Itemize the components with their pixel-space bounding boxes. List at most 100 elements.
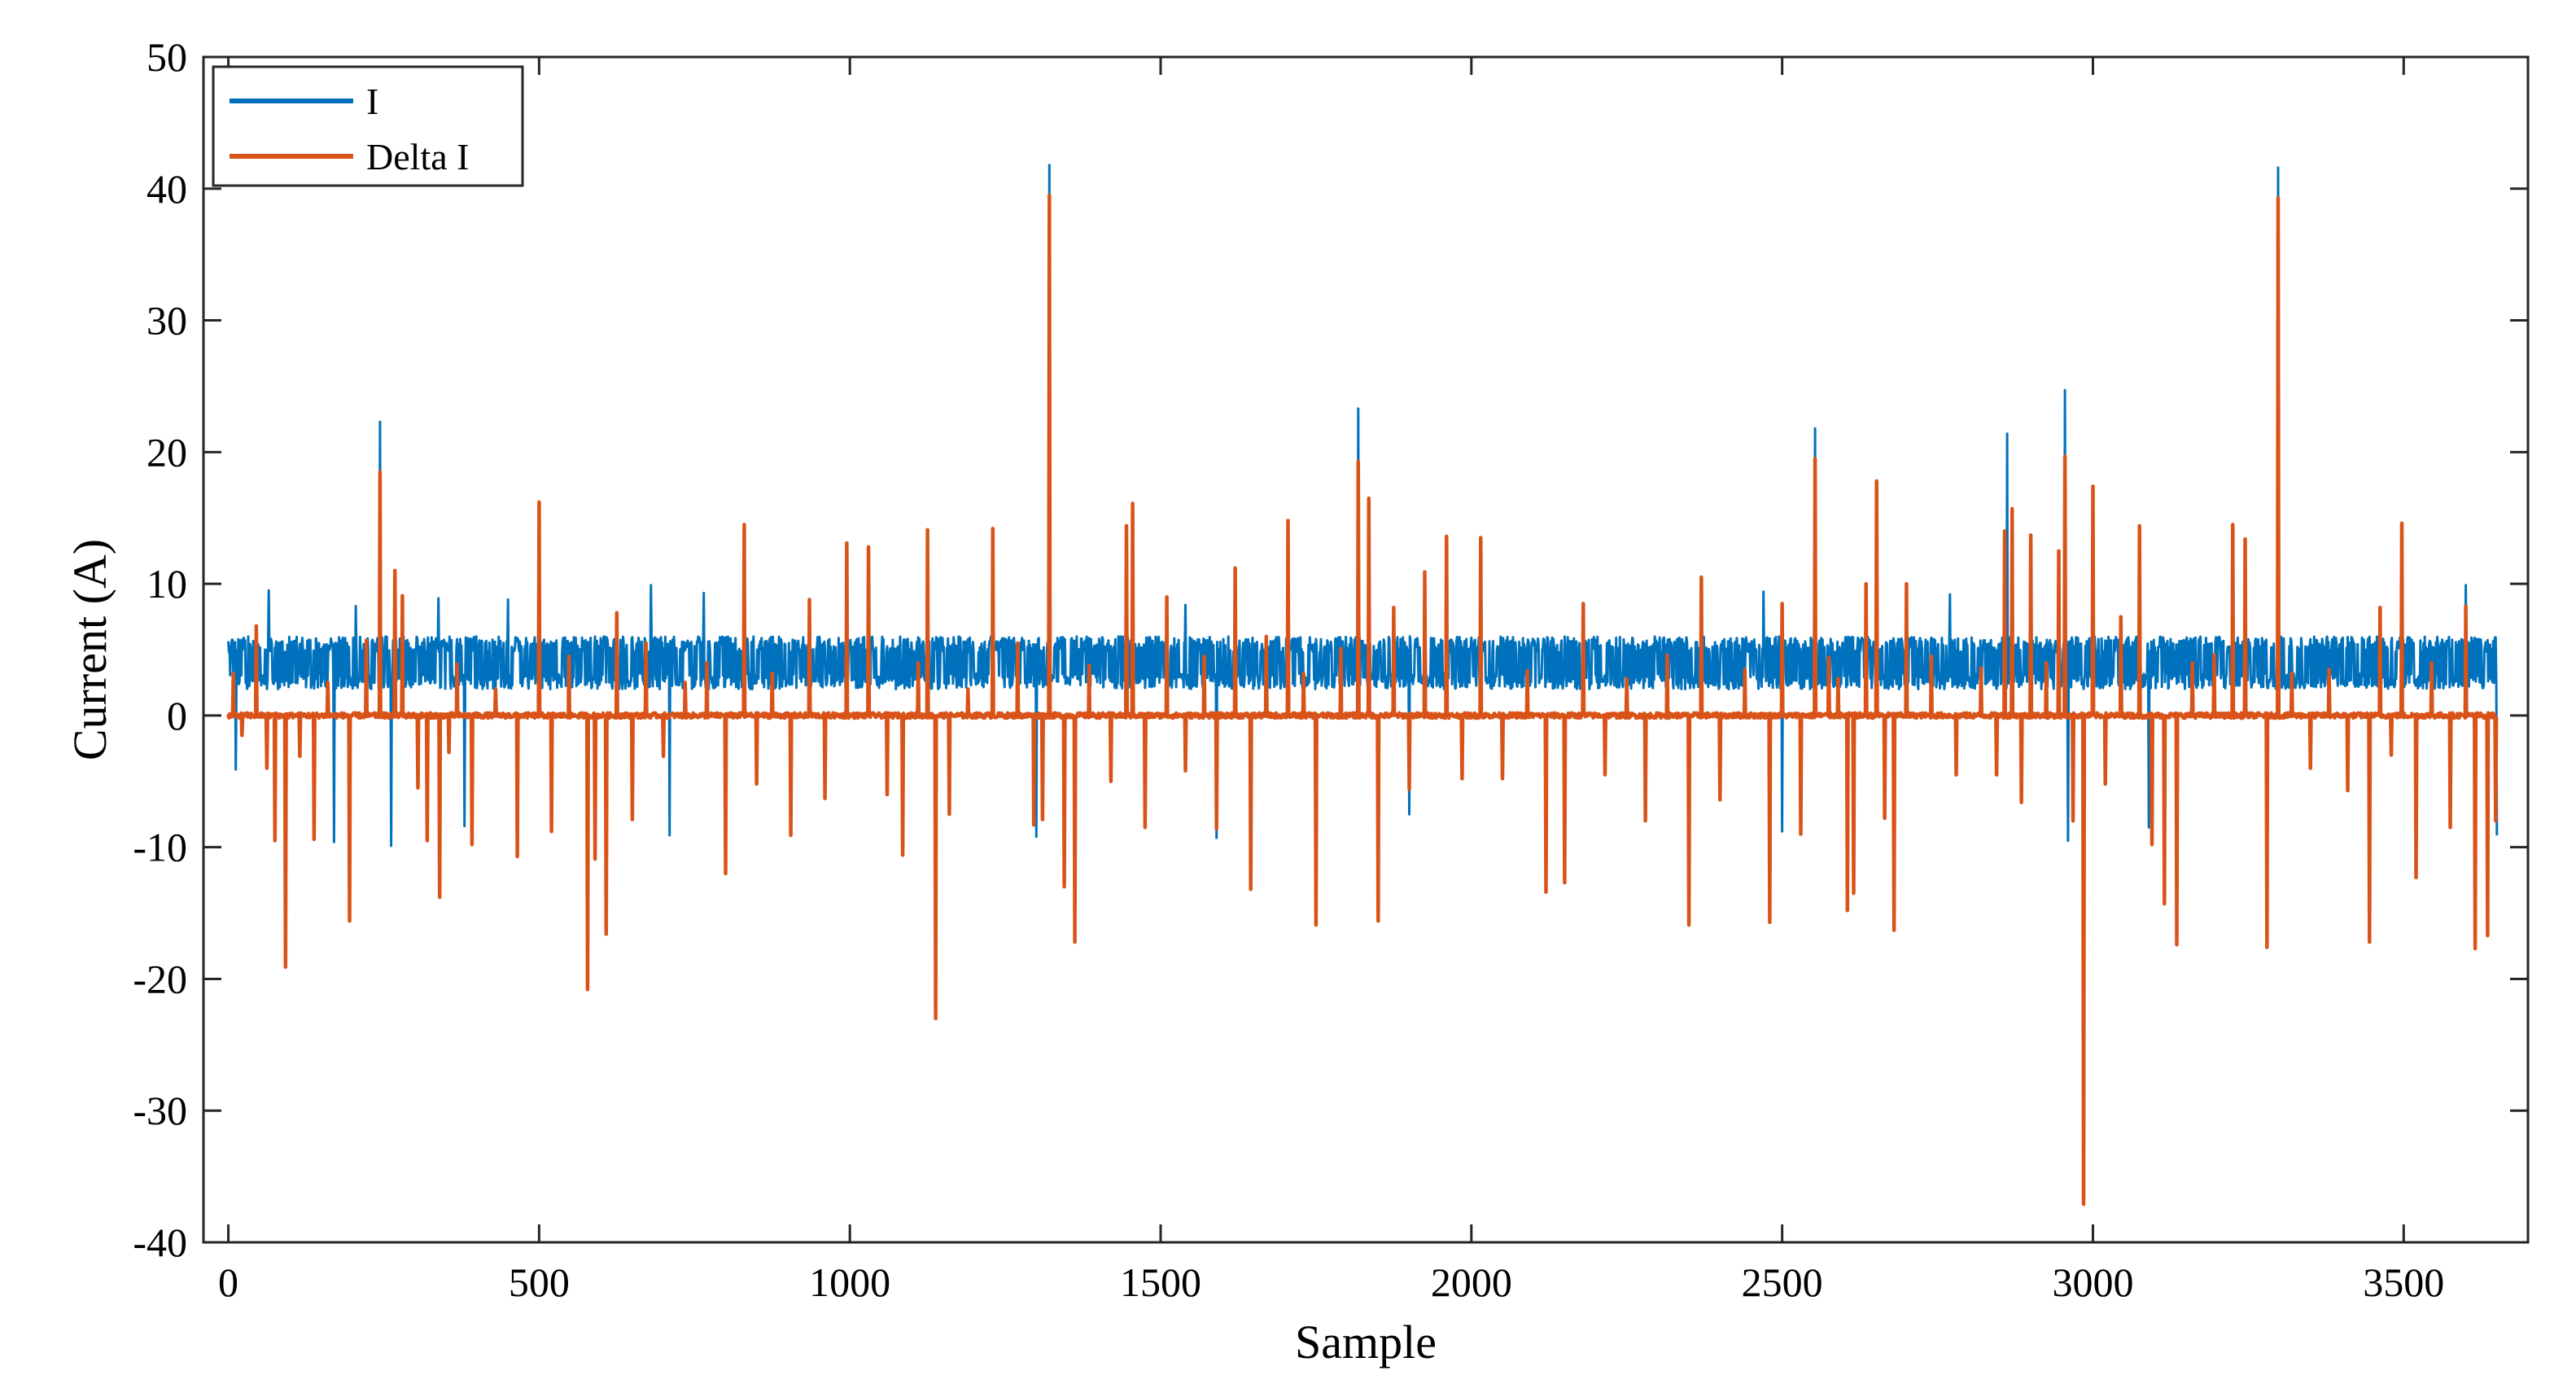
point-i-spike (1357, 407, 1360, 410)
point-delta-i-spike (1699, 576, 1703, 579)
point-delta-i-spike (966, 688, 969, 691)
point-delta-i-spike (378, 471, 382, 474)
plot-series-layer (226, 164, 2499, 1206)
point-delta-i-spike (2244, 537, 2247, 541)
point-delta-i-spike (593, 857, 597, 861)
point-delta-i-spike (2029, 533, 2032, 536)
point-i-spike (463, 825, 466, 828)
point-delta-i-spike (1743, 668, 1747, 671)
y-tick-label: 10 (147, 561, 187, 607)
point-delta-i-spike (550, 830, 553, 833)
point-delta-i-spike (1544, 891, 1547, 894)
legend: I Delta I (212, 65, 524, 187)
point-delta-i-spike (537, 501, 540, 504)
point-delta-i-spike (1144, 826, 1147, 829)
point-delta-i-spike (1875, 480, 1878, 483)
point-delta-i-spike (1718, 798, 1721, 801)
point-delta-i-spike (2464, 605, 2468, 608)
point-delta-i-spike (706, 661, 709, 664)
point-delta-i-spike (1016, 642, 1019, 645)
point-i-spike (378, 420, 382, 423)
point-delta-i-spike (1930, 655, 1933, 658)
point-delta-i-spike (1625, 677, 1629, 681)
point-delta-i-spike (1087, 663, 1091, 667)
point-i-spike (2063, 388, 2066, 392)
point-delta-i-spike (494, 688, 497, 691)
point-i-spike (234, 768, 238, 771)
point-delta-i-spike (365, 639, 368, 642)
point-delta-i-spike (1581, 602, 1585, 605)
point-delta-i-spike (1526, 669, 1529, 672)
point-delta-i-spike (2290, 672, 2294, 675)
point-i-spike (1047, 164, 1051, 167)
point-delta-i-spike (1979, 667, 1983, 670)
point-delta-i-spike (1892, 929, 1896, 932)
point-i-spike (506, 598, 510, 602)
point-delta-i-spike (586, 988, 589, 991)
x-tick-label: 500 (509, 1259, 570, 1305)
x-tick-label: 3000 (2052, 1259, 2133, 1305)
point-delta-i-spike (2191, 661, 2194, 664)
point-delta-i-spike (916, 661, 920, 664)
point-delta-i-spike (1800, 832, 1803, 835)
point-delta-i-spike (1995, 773, 1998, 777)
point-delta-i-spike (615, 611, 619, 615)
point-delta-i-spike (2368, 940, 2371, 944)
point-delta-i-spike (845, 541, 848, 545)
point-delta-i-spike (470, 843, 474, 846)
point-delta-i-spike (2212, 653, 2215, 656)
axes-box (202, 55, 2530, 1244)
point-delta-i-spike (1644, 819, 1647, 822)
point-delta-i-spike (991, 527, 995, 530)
point-delta-i-spike (1047, 194, 1051, 197)
point-delta-i-spike (1563, 881, 1566, 884)
point-delta-i-spike (1905, 582, 1908, 585)
point-delta-i-spike (2390, 753, 2393, 756)
point-delta-i-spike (2176, 943, 2179, 946)
point-i-spike (2495, 834, 2499, 837)
axis-ticks: 0 500 1000 1500 2000 2500 3000 3500-40-30-20-10… (133, 34, 2528, 1305)
point-delta-i-spike (755, 782, 759, 786)
point-i-spike (1215, 836, 1218, 839)
y-tick-label: -30 (133, 1088, 187, 1133)
point-delta-i-spike (1852, 891, 1855, 895)
point-delta-i-spike (1392, 606, 1395, 609)
point-delta-i-spike (2309, 767, 2312, 770)
y-tick-label: 0 (167, 693, 187, 738)
point-delta-i-spike (348, 919, 351, 922)
point-delta-i-spike (2265, 946, 2268, 949)
point-delta-i-spike (2138, 524, 2141, 528)
point-delta-i-spike (2415, 876, 2418, 879)
point-i-spike (702, 591, 706, 594)
point-delta-i-spike (393, 569, 396, 572)
y-tick-label: -40 (133, 1220, 187, 1265)
legend-box (212, 65, 524, 187)
point-delta-i-spike (416, 786, 419, 790)
point-delta-i-spike (808, 598, 811, 602)
point-i-spike (1948, 593, 1952, 596)
point-delta-i-spike (2163, 902, 2166, 905)
point-delta-i-spike (2082, 1202, 2085, 1206)
point-delta-i-spike (1479, 536, 1482, 539)
y-tick-label: 30 (147, 298, 187, 344)
point-delta-i-spike (2063, 454, 2066, 458)
x-tick-label: 2000 (1431, 1259, 1512, 1305)
x-tick-label: 3500 (2363, 1259, 2444, 1305)
point-delta-i-spike (1041, 818, 1044, 821)
series-line-delta-i (226, 193, 2499, 1206)
legend-label-delta-i: Delta I (366, 136, 469, 177)
point-delta-i-spike (2231, 523, 2234, 526)
x-tick-label: 0 (218, 1259, 238, 1305)
point-delta-i-spike (1846, 909, 1849, 912)
point-delta-i-spike (824, 797, 827, 800)
point-delta-i-spike (2150, 843, 2154, 846)
point-delta-i-spike (1836, 677, 1839, 681)
point-delta-i-spike (1813, 457, 1817, 460)
point-delta-i-spike (1202, 655, 1205, 658)
legend-label-i: I (366, 81, 378, 122)
point-delta-i-spike (1367, 497, 1371, 500)
point-delta-i-spike (1687, 923, 1690, 926)
point-delta-i-spike (1603, 773, 1607, 777)
point-delta-i-spike (684, 681, 687, 684)
